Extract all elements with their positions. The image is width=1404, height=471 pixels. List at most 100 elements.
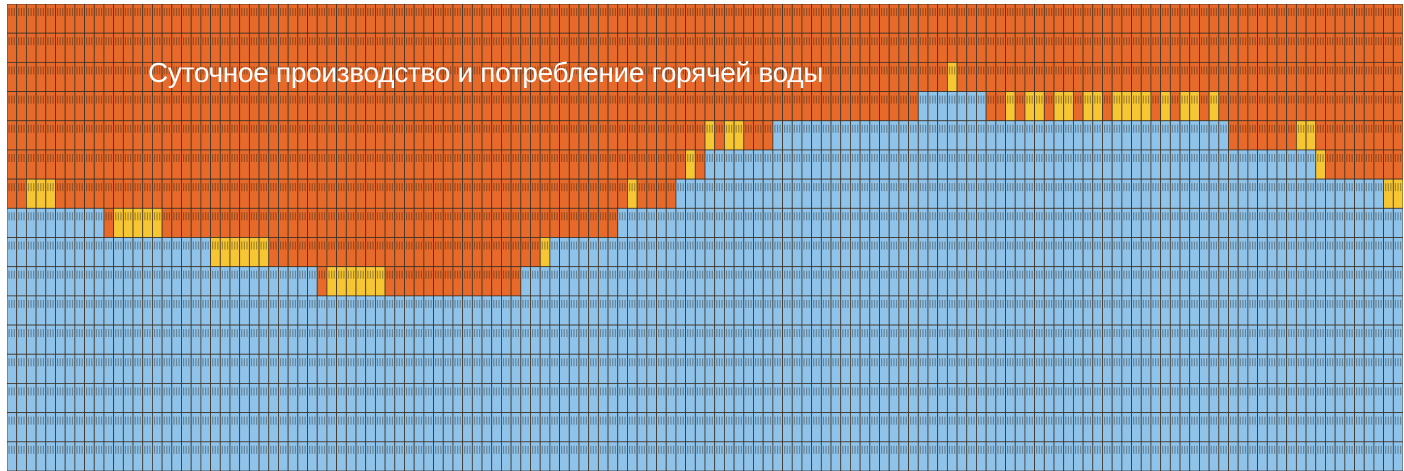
consumption-cell [559, 412, 570, 443]
consumption-cell [1160, 441, 1171, 471]
production-cell [74, 4, 85, 34]
production-cell [190, 4, 202, 34]
production-cell [1082, 32, 1094, 63]
consumption-cell [345, 324, 357, 355]
consumption-cell [937, 383, 948, 414]
production-cell [1169, 32, 1181, 63]
consumption-cell [423, 324, 434, 355]
production-cell [384, 237, 396, 268]
consumption-cell [171, 353, 182, 384]
consumption-cell [1266, 324, 1278, 355]
consumption-cell [869, 353, 880, 384]
consumption-cell [1034, 120, 1045, 151]
production-cell [510, 207, 522, 238]
consumption-cell [268, 295, 279, 326]
consumption-cell [927, 237, 939, 268]
consumption-cell [355, 412, 367, 443]
consumption-cell [471, 441, 483, 471]
production-cell [578, 4, 590, 34]
consumption-cell [1208, 412, 1220, 443]
consumption-cell [287, 412, 299, 443]
production-cell [956, 32, 968, 63]
production-cell [190, 91, 202, 122]
consumption-cell [1111, 324, 1123, 355]
consumption-cell [1276, 353, 1288, 384]
production-cell [1334, 61, 1346, 92]
consumption-cell [966, 353, 977, 384]
consumption-cell [1140, 295, 1152, 326]
production-cell [772, 4, 783, 34]
production-cell [336, 207, 347, 238]
production-cell [597, 207, 609, 238]
production-cell [7, 61, 18, 92]
production-cell [287, 207, 299, 238]
consumption-cell [1305, 266, 1317, 297]
consumption-cell [917, 266, 929, 297]
consumption-cell [578, 266, 590, 297]
consumption-cell [239, 441, 250, 471]
transition-cell [539, 237, 551, 268]
consumption-cell [753, 324, 764, 355]
production-cell [307, 149, 318, 180]
consumption-cell [869, 412, 880, 443]
consumption-cell [946, 383, 958, 414]
consumption-cell [714, 441, 725, 471]
production-cell [93, 4, 105, 34]
production-cell [714, 4, 725, 34]
production-cell [1063, 61, 1074, 92]
consumption-cell [93, 412, 105, 443]
consumption-cell [743, 441, 754, 471]
consumption-cell [520, 295, 531, 326]
production-cell [35, 61, 47, 92]
consumption-cell [840, 149, 851, 180]
consumption-cell [1286, 412, 1297, 443]
consumption-cell [1111, 149, 1123, 180]
consumption-cell [239, 353, 250, 384]
production-cell [675, 91, 687, 122]
production-cell [1373, 91, 1385, 122]
production-cell [152, 91, 163, 122]
consumption-cell [1276, 295, 1288, 326]
consumption-cell [471, 412, 483, 443]
consumption-cell [35, 295, 47, 326]
consumption-cell [617, 412, 628, 443]
production-cell [850, 32, 861, 63]
production-cell [1024, 4, 1036, 34]
production-cell [64, 32, 76, 63]
production-cell [113, 32, 124, 63]
production-cell [132, 4, 144, 34]
consumption-cell [452, 412, 464, 443]
consumption-cell [7, 324, 18, 355]
consumption-cell [45, 266, 56, 297]
consumption-cell [1072, 207, 1084, 238]
consumption-cell [278, 441, 289, 471]
production-cell [355, 120, 367, 151]
consumption-cell [374, 383, 386, 414]
consumption-cell [1053, 324, 1065, 355]
consumption-cell [917, 178, 929, 209]
production-cell [1140, 4, 1152, 34]
consumption-cell [1237, 441, 1249, 471]
consumption-cell [578, 295, 590, 326]
consumption-cell [64, 237, 76, 268]
production-cell [326, 91, 338, 122]
consumption-cell [1053, 207, 1065, 238]
production-cell [530, 207, 541, 238]
production-cell [646, 178, 657, 209]
consumption-cell [985, 295, 997, 326]
consumption-cell [7, 295, 18, 326]
consumption-cell [297, 324, 308, 355]
consumption-cell [1257, 295, 1268, 326]
consumption-cell [1189, 441, 1200, 471]
consumption-cell [84, 353, 95, 384]
consumption-cell [830, 207, 842, 238]
consumption-cell [1189, 120, 1200, 151]
production-cell [1266, 4, 1278, 34]
consumption-cell [530, 353, 541, 384]
production-cell [530, 149, 541, 180]
consumption-cell [258, 412, 270, 443]
consumption-cell [753, 412, 764, 443]
consumption-cell [210, 383, 221, 414]
consumption-cell [1334, 441, 1346, 471]
consumption-cell [869, 324, 880, 355]
